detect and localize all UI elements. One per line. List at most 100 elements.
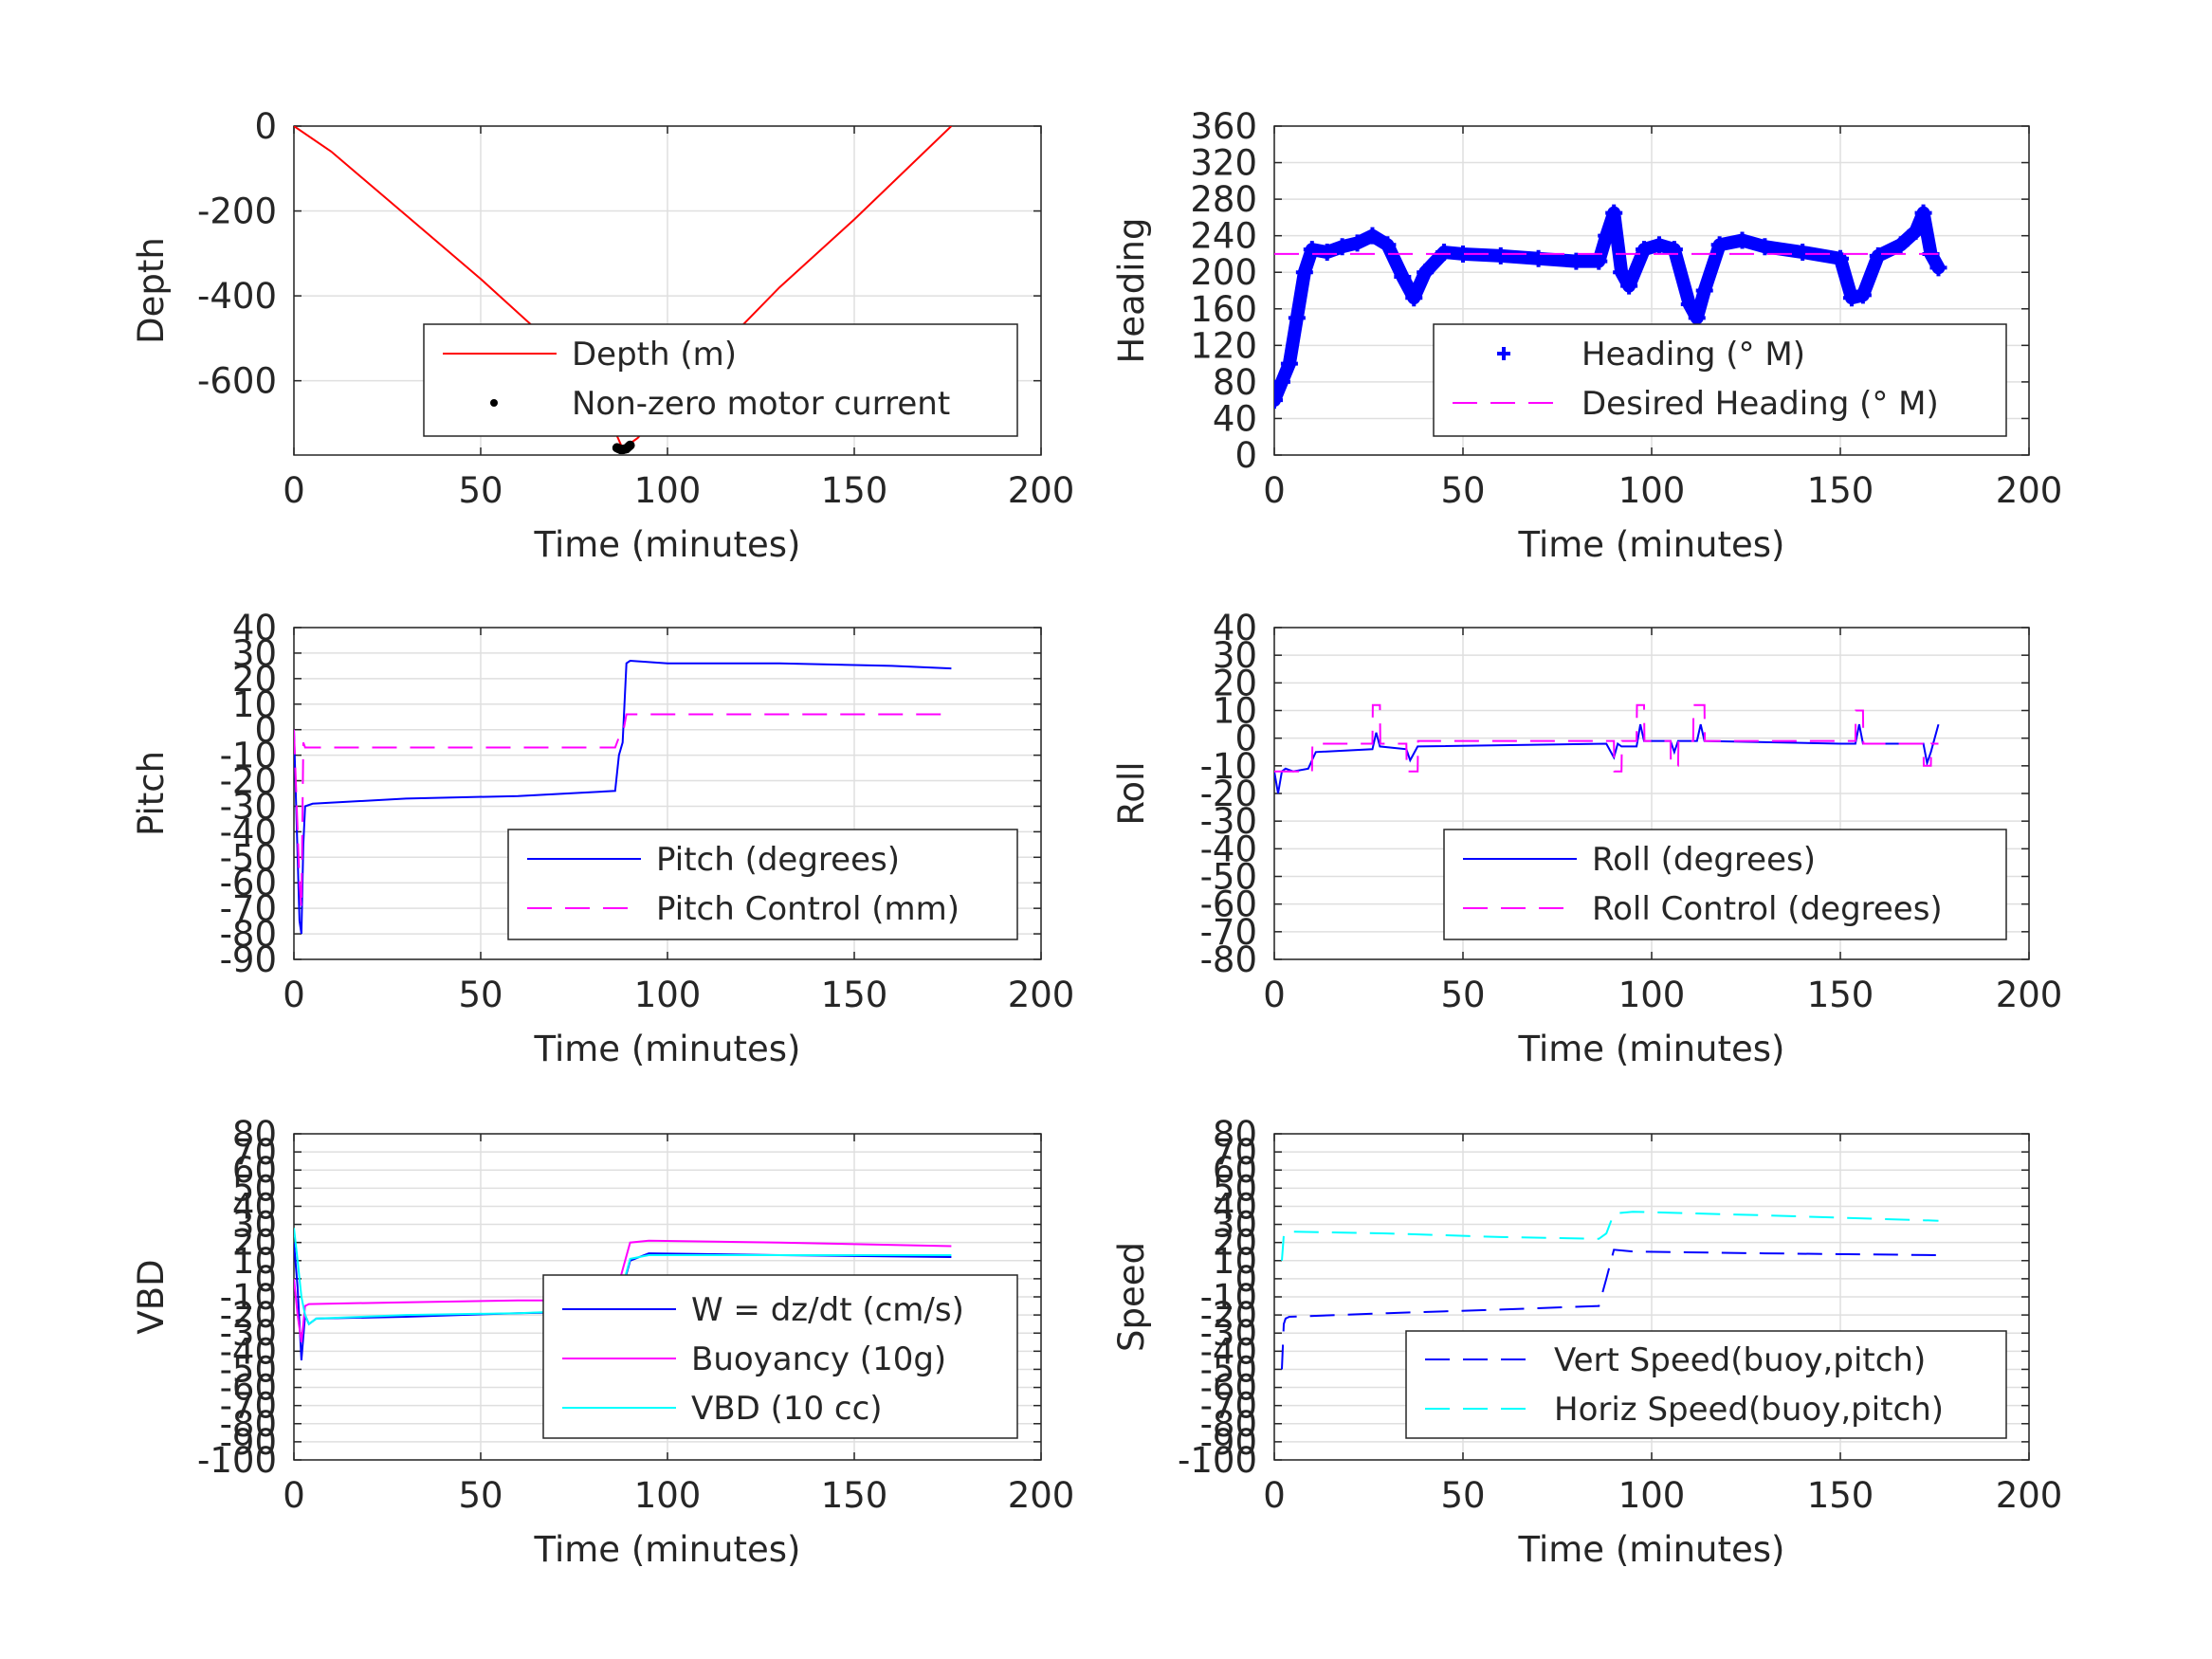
x-tick-label: 150 [1807, 975, 1874, 1015]
chart-panel-0: 0 50 100 150 200 0 -200 -400 -600 Time (minutes) D… [131, 106, 1074, 565]
legend-label: Desired Heading (° M) [1581, 385, 1939, 423]
x-tick-label: 150 [821, 1475, 888, 1516]
legend: Pitch (degrees) Pitch Control (mm) [507, 829, 1018, 940]
legend-swatch [490, 399, 498, 407]
chart-panel-3: 0 50 100 150 200403020100-10-20-30-40-50-60-… [1111, 608, 2062, 1069]
y-tick-label: -10 [1200, 746, 1257, 787]
x-tick-label: 0 [1263, 470, 1286, 511]
x-tick-label: 150 [821, 975, 888, 1015]
x-axis-label: Time (minutes) [1518, 1029, 1785, 1069]
y-tick-label: -20 [220, 761, 277, 802]
y-tick-label: 20 [1213, 663, 1257, 703]
chart-panel-5: 0 50 100 150 20080706050403020100-10-20-30-4… [1111, 1114, 2062, 1570]
x-axis-label: Time (minutes) [534, 524, 801, 565]
y-tick-label: 0 [1234, 1259, 1257, 1300]
legend-label: Depth (m) [572, 336, 737, 374]
y-tick-label: -40 [220, 1331, 277, 1372]
y-tick-label: -60 [220, 863, 277, 903]
y-tick-label: 40 [1213, 1186, 1257, 1227]
y-tick-label: -70 [1200, 1386, 1257, 1427]
legend-label: Heading (° M) [1581, 336, 1805, 374]
y-tick-label: -80 [220, 914, 277, 955]
y-tick-label: 240 [1190, 216, 1257, 257]
y-tick-label: -70 [1200, 912, 1257, 953]
y-tick-label: -20 [220, 1295, 277, 1336]
y-tick-label: 320 [1190, 143, 1257, 184]
legend-label: VBD (10 cc) [691, 1390, 883, 1428]
y-tick-label: 40 [232, 608, 277, 648]
y-tick-label: 0 [1234, 435, 1257, 476]
y-tick-label: 40 [232, 1186, 277, 1227]
y-tick-label: -50 [1200, 1349, 1257, 1390]
legend-label: Roll (degrees) [1592, 841, 1816, 879]
y-tick-label: 30 [232, 1205, 277, 1246]
x-axis-label: Time (minutes) [534, 1529, 801, 1570]
x-tick-label: 200 [1996, 975, 2063, 1015]
legend-box [542, 1274, 1018, 1439]
y-tick-label: -50 [220, 1349, 277, 1390]
y-tick-label: 280 [1190, 179, 1257, 220]
x-tick-label: 100 [634, 975, 702, 1015]
y-tick-label: -90 [220, 939, 277, 980]
y-axis-label: Depth [131, 237, 172, 344]
y-tick-label: -30 [1200, 801, 1257, 842]
chart-panel-4: 0 50 100 150 20080706050403020100-10-20-30-4… [131, 1114, 1074, 1570]
y-tick-label: -60 [220, 1368, 277, 1409]
legend-box [1443, 829, 2007, 940]
series-layer [1274, 703, 1940, 794]
series-layer [1274, 204, 1947, 410]
x-tick-label: 200 [1008, 470, 1075, 511]
y-tick-label: -600 [197, 361, 277, 402]
data-point [625, 440, 635, 450]
y-axis-label: Speed [1111, 1242, 1152, 1352]
y-tick-label: -90 [1200, 1422, 1257, 1463]
chart-panel-1: 0 50 100 150 20004080120160200240280320360Ti… [1111, 106, 2062, 565]
y-tick-label: -10 [1200, 1277, 1257, 1318]
x-tick-label: 50 [458, 975, 503, 1015]
y-tick-label: -30 [220, 786, 277, 827]
series-1-0-band [1274, 206, 1946, 408]
legend-label: Pitch (degrees) [656, 841, 900, 879]
legend: Heading (° M) Desired Heading (° M) [1433, 323, 2007, 437]
series-2-1-line [294, 713, 952, 909]
y-tick-label: -80 [1200, 939, 1257, 980]
y-tick-label: -10 [220, 736, 277, 776]
x-tick-label: 200 [1996, 470, 2063, 511]
x-tick-label: 50 [458, 470, 503, 511]
y-tick-label: 0 [254, 710, 277, 751]
y-tick-label: -60 [1200, 1368, 1257, 1409]
y-tick-label: 200 [1190, 252, 1257, 293]
y-tick-label: 40 [1213, 608, 1257, 648]
x-tick-label: 150 [821, 470, 888, 511]
y-tick-label: -90 [220, 1422, 277, 1463]
y-tick-label: -100 [1178, 1440, 1257, 1481]
y-tick-label: 10 [1213, 691, 1257, 732]
x-tick-label: 50 [1440, 975, 1485, 1015]
y-tick-label: -80 [1200, 1404, 1257, 1445]
y-tick-label: -60 [1200, 884, 1257, 925]
y-axis-label: Heading [1111, 218, 1152, 364]
y-tick-label: 70 [1213, 1132, 1257, 1173]
y-tick-label: -100 [197, 1440, 277, 1481]
y-tick-label: -50 [220, 837, 277, 878]
legend-box [423, 323, 1018, 437]
y-tick-label: 0 [254, 106, 277, 147]
series-4-2-line [294, 1228, 952, 1326]
x-tick-label: 0 [1263, 1475, 1286, 1516]
y-axis-label: Pitch [131, 751, 172, 836]
legend: Depth (m) Non-zero motor current [423, 323, 1018, 437]
x-tick-label: 200 [1008, 1475, 1075, 1516]
y-tick-label: 60 [1213, 1150, 1257, 1191]
y-tick-label: 360 [1190, 106, 1257, 147]
y-tick-label: 120 [1190, 325, 1257, 366]
y-tick-label: 40 [1213, 398, 1257, 439]
y-tick-label: -30 [220, 1313, 277, 1354]
x-tick-label: 0 [283, 975, 305, 1015]
legend: Vert Speed(buoy,pitch) Horiz Speed(buoy,p… [1405, 1330, 2007, 1439]
x-tick-label: 100 [634, 1475, 702, 1516]
series-layer [1281, 1211, 1939, 1370]
x-tick-label: 0 [283, 1475, 305, 1516]
series-1-0-markers [1274, 204, 1947, 410]
legend-label: Buoyancy (10g) [691, 1340, 946, 1378]
